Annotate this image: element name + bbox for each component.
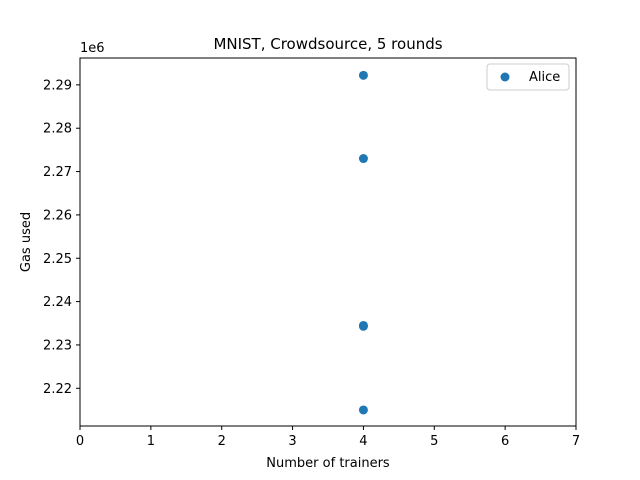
y-offset-label: 1e6 [80, 41, 105, 56]
x-axis-label: Number of trainers [266, 456, 390, 471]
x-tick-label: 5 [430, 434, 438, 449]
data-point [358, 154, 368, 164]
x-tick-label: 2 [218, 434, 226, 449]
legend-frame [486, 63, 570, 91]
data-point [358, 405, 368, 415]
data-points [358, 70, 368, 415]
y-axis-label: Gas used [19, 212, 34, 272]
y-axis: 2.22 2.23 2.24 2.25 2.26 2.27 2.28 2.29 [43, 78, 80, 397]
data-point [358, 321, 368, 331]
x-tick-label: 1 [147, 434, 155, 449]
data-point [358, 70, 368, 80]
legend-label-alice: Alice [529, 70, 560, 85]
y-tick-label: 2.24 [43, 295, 72, 310]
x-tick-label: 6 [501, 434, 509, 449]
x-tick-label: 0 [76, 434, 84, 449]
x-tick-label: 7 [572, 434, 580, 449]
x-tick-label: 3 [288, 434, 296, 449]
y-tick-label: 2.25 [43, 252, 72, 267]
y-tick-label: 2.22 [43, 382, 72, 397]
x-axis: 0 1 2 3 4 5 6 7 [76, 426, 580, 449]
y-tick-label: 2.23 [43, 338, 72, 353]
x-tick-label: 4 [359, 434, 367, 449]
chart-title: MNIST, Crowdsource, 5 rounds [213, 35, 442, 53]
legend-marker-alice [500, 72, 510, 82]
y-tick-label: 2.27 [43, 165, 72, 180]
y-tick-label: 2.26 [43, 208, 72, 223]
y-tick-label: 2.29 [43, 78, 72, 93]
axes-frame [79, 57, 577, 427]
legend: Alice [486, 63, 570, 91]
y-tick-label: 2.28 [43, 122, 72, 137]
